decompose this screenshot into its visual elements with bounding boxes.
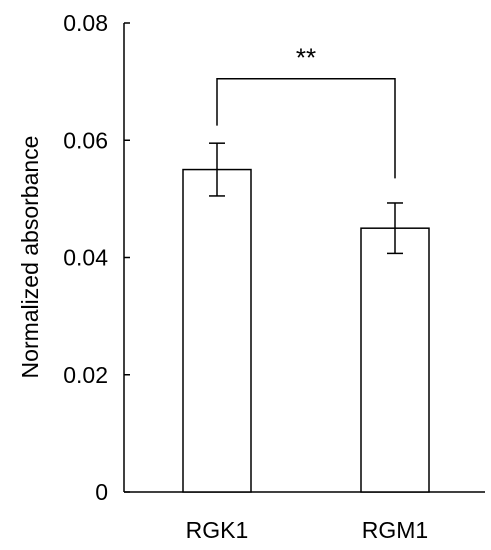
y-tick-label: 0.04 [63, 245, 108, 271]
y-tick-label: 0.06 [63, 127, 108, 153]
y-tick-label: 0.08 [63, 10, 108, 36]
significance-bracket [216, 77, 396, 179]
bar-rgk1 [182, 168, 252, 493]
bars [182, 168, 430, 493]
y-tick-label: 0 [95, 479, 108, 505]
bar-rgm1 [360, 227, 430, 493]
y-axis: 0 0.02 0.04 0.06 0.08 [63, 10, 130, 505]
error-bars [209, 142, 403, 255]
y-axis-title: Normalized absorbance [17, 136, 43, 379]
y-tick-label: 0.02 [63, 362, 108, 388]
x-tick-label: RGK1 [186, 517, 249, 543]
x-tick-label: RGM1 [362, 517, 428, 543]
significance-annotation: ** [216, 43, 396, 179]
significance-label: ** [296, 43, 316, 73]
x-axis: RGK1 RGM1 [124, 491, 485, 543]
